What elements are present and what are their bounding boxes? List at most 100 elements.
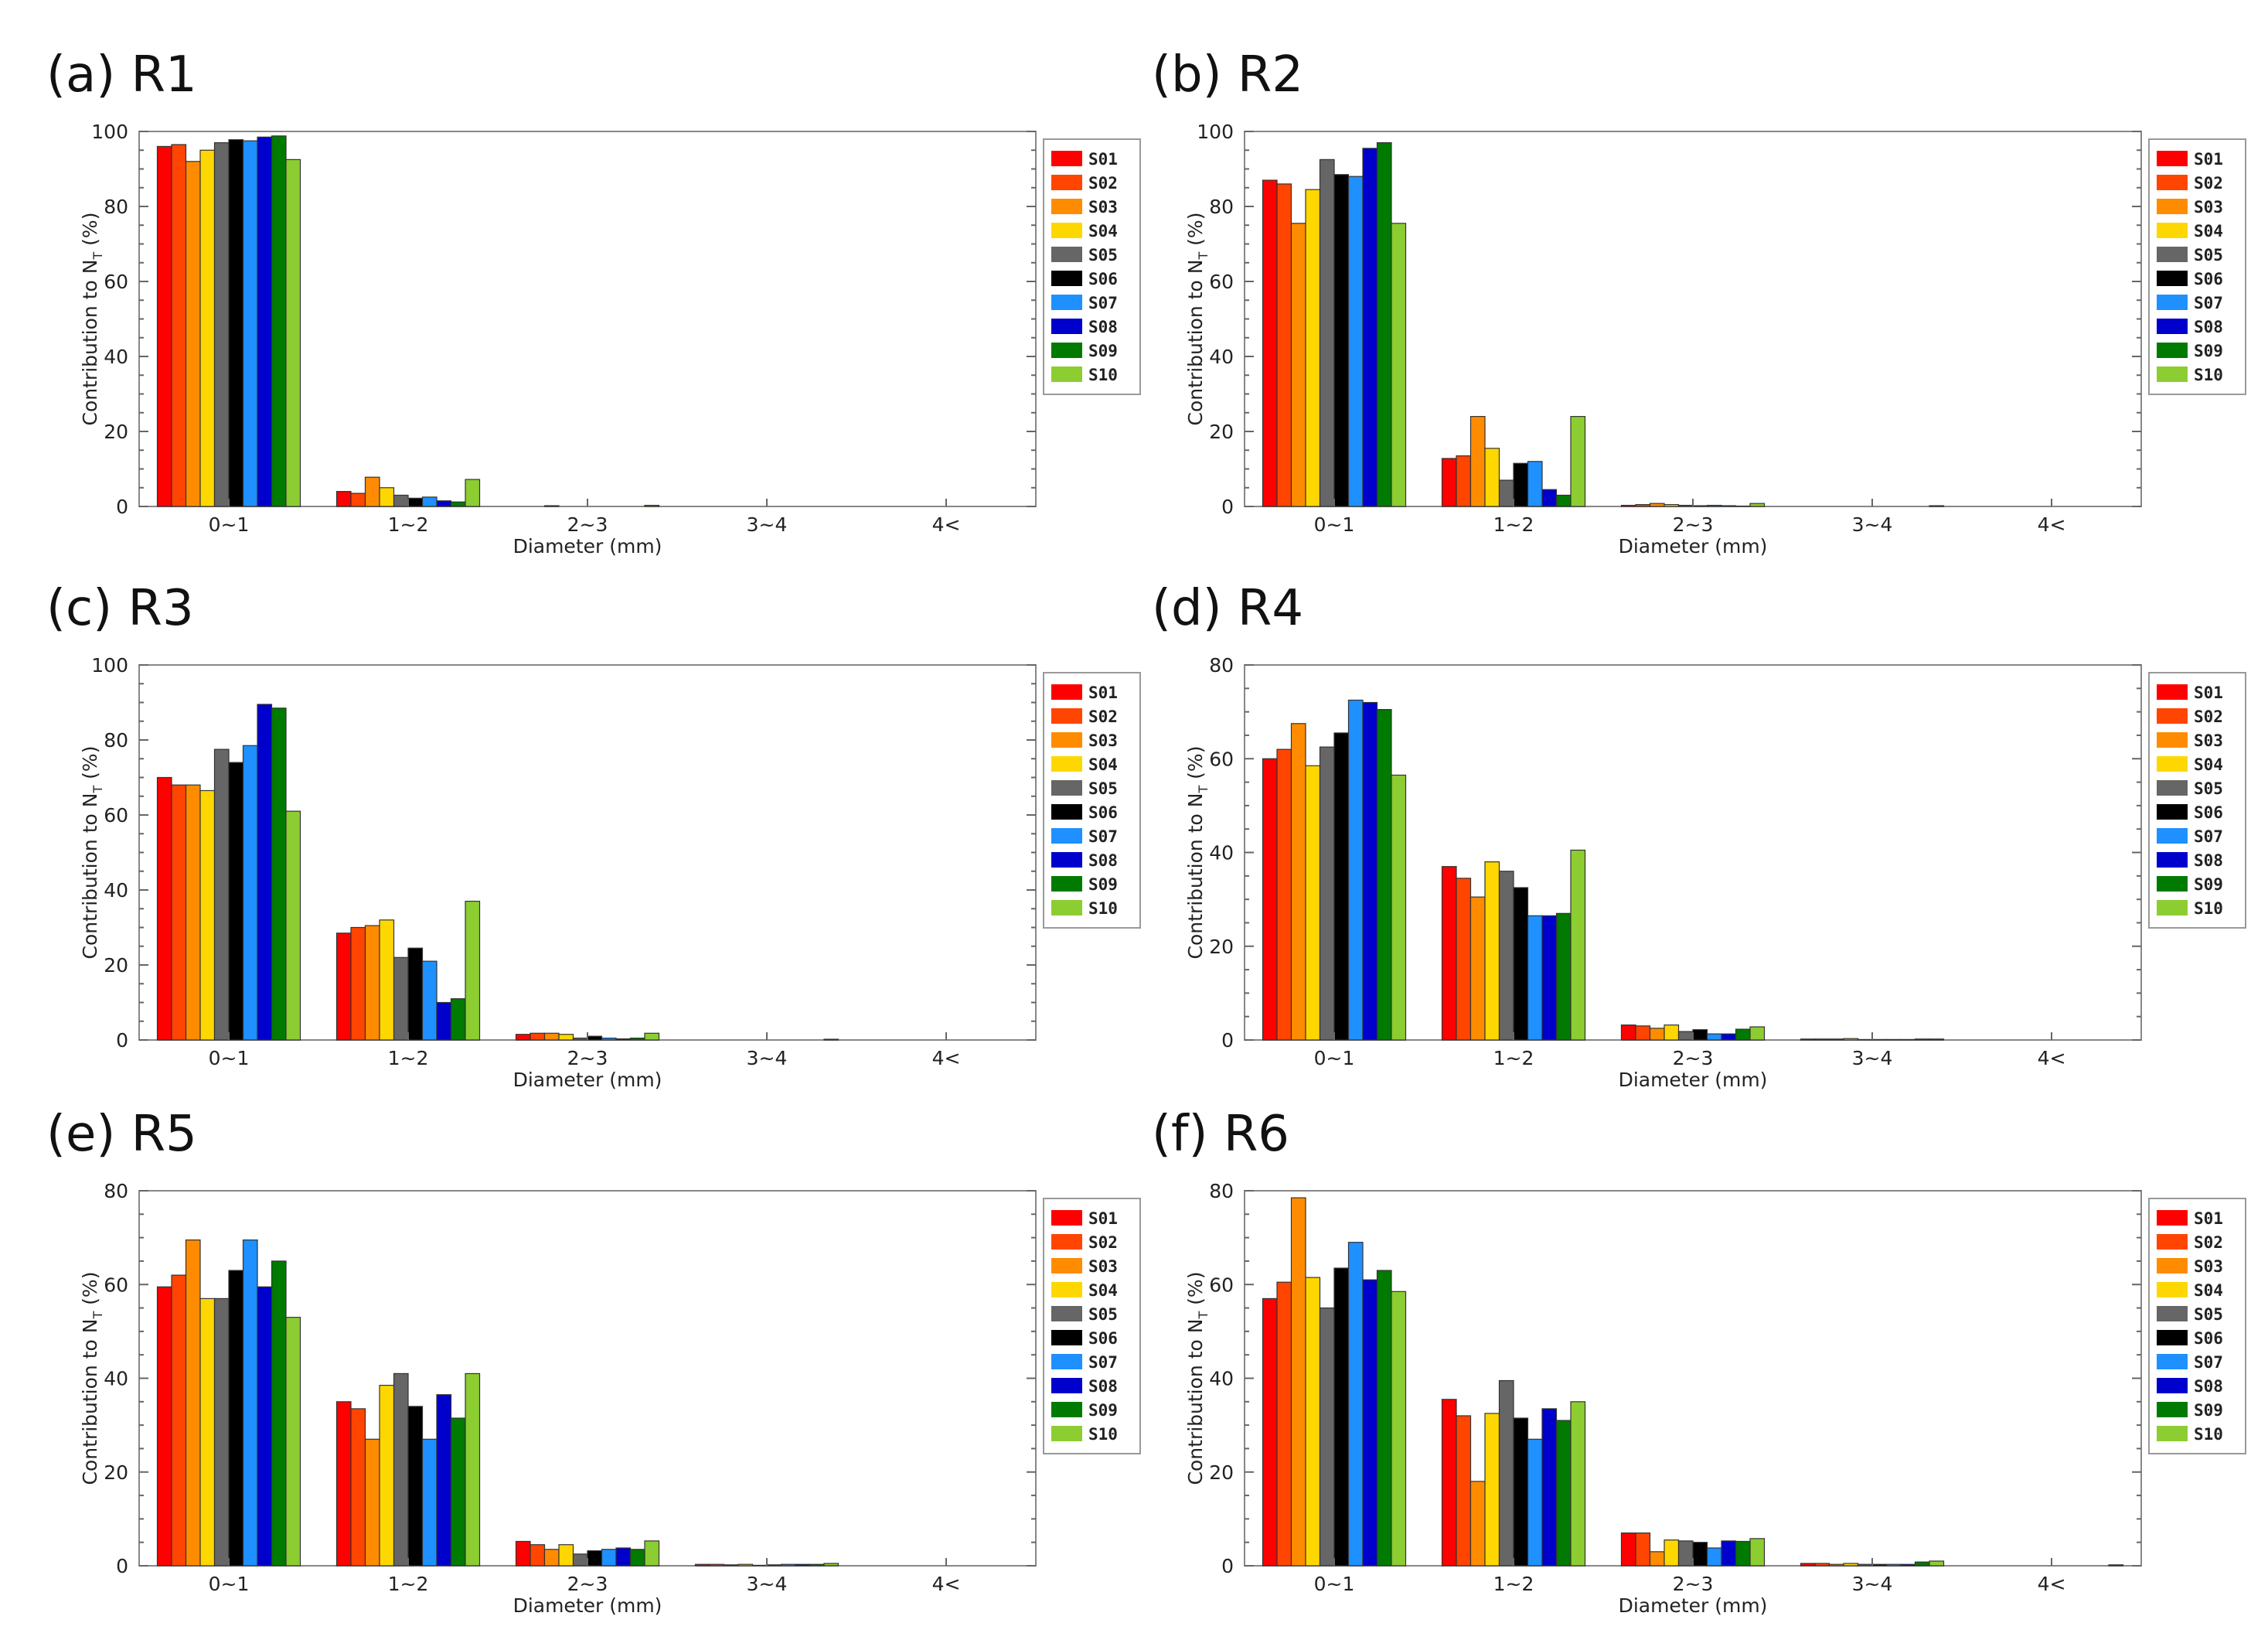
legend-label: S08 xyxy=(2194,851,2223,870)
bar xyxy=(1376,141,1392,507)
bar xyxy=(543,1549,560,1567)
legend-label: S02 xyxy=(2194,174,2223,193)
y-tick-label: 80 xyxy=(104,1180,128,1202)
bar xyxy=(1305,189,1321,507)
bar xyxy=(1871,1038,1888,1041)
x-tick-label: 4< xyxy=(2038,1047,2066,1069)
bar xyxy=(823,1563,839,1567)
bar xyxy=(1749,1026,1766,1041)
bar xyxy=(1570,849,1586,1041)
bar xyxy=(1469,1481,1486,1567)
bar xyxy=(1513,1417,1529,1567)
legend-swatch xyxy=(1051,732,1082,748)
bar xyxy=(737,1563,754,1567)
bar xyxy=(1376,1270,1392,1567)
legend-swatch xyxy=(2157,732,2188,748)
y-tick-label: 100 xyxy=(1197,121,1234,143)
bar xyxy=(156,1286,172,1567)
bar xyxy=(1513,887,1529,1041)
y-axis-label: Contribution to NT (%) xyxy=(1184,213,1211,426)
legend-label: S04 xyxy=(2194,755,2223,774)
panel-title: (a) R1 xyxy=(46,46,197,104)
bar-chart: 0 20 40 60 80 100 Contribution to NT (%) 0~1 1~2… xyxy=(79,654,1141,1091)
bar xyxy=(1721,1033,1737,1041)
legend-label: S01 xyxy=(1088,1209,1118,1228)
bar xyxy=(379,487,395,507)
bar xyxy=(285,1317,301,1567)
bar xyxy=(1857,1038,1873,1041)
legend-label: S02 xyxy=(1088,707,1118,726)
x-axis-label: Diameter (mm) xyxy=(1619,535,1768,557)
legend-label: S09 xyxy=(1088,342,1118,360)
bar xyxy=(1498,871,1514,1041)
bar xyxy=(1828,1563,1844,1567)
legend-swatch xyxy=(2157,343,2188,358)
bar xyxy=(1347,1242,1364,1567)
legend-swatch xyxy=(1051,1330,1082,1345)
x-tick-label: 2~3 xyxy=(567,513,608,536)
legend-swatch xyxy=(2157,319,2188,334)
bar xyxy=(1262,179,1278,507)
y-tick-label: 20 xyxy=(104,1461,128,1484)
bar xyxy=(364,1438,380,1567)
legend-swatch xyxy=(1051,1306,1082,1321)
legend-label: S05 xyxy=(2194,246,2223,264)
legend-label: S03 xyxy=(1088,1257,1118,1276)
bar xyxy=(1333,174,1350,507)
bar xyxy=(1814,1038,1830,1041)
bar xyxy=(228,139,244,507)
bar xyxy=(1362,1279,1378,1567)
y-tick-label: 40 xyxy=(104,346,128,368)
bar xyxy=(1541,489,1558,507)
bar xyxy=(1333,1267,1350,1567)
bar xyxy=(450,1417,466,1567)
y-tick-label: 40 xyxy=(104,1368,128,1390)
x-tick-label: 4< xyxy=(932,1573,961,1595)
legend-swatch xyxy=(1051,151,1082,166)
legend-label: S09 xyxy=(2194,1401,2223,1420)
legend-label: S01 xyxy=(1088,150,1118,169)
bar xyxy=(1513,462,1529,507)
legend-swatch xyxy=(1051,1234,1082,1250)
y-axis-label: Contribution to NT (%) xyxy=(1184,1272,1211,1485)
bar xyxy=(350,493,366,507)
bar xyxy=(629,1549,645,1567)
y-axis-label: Contribution to NT (%) xyxy=(79,746,105,960)
legend-swatch xyxy=(2157,756,2188,772)
bar xyxy=(171,784,187,1041)
legend-swatch xyxy=(1051,1402,1082,1417)
bar xyxy=(335,490,352,507)
bar xyxy=(587,1035,603,1041)
x-tick-label: 3~4 xyxy=(1852,1573,1893,1595)
legend-swatch xyxy=(2157,1306,2188,1321)
x-tick-label: 1~2 xyxy=(1493,1573,1534,1595)
legend-swatch xyxy=(2157,295,2188,310)
bar xyxy=(1527,461,1543,507)
bar xyxy=(751,1564,768,1567)
legend-swatch xyxy=(2157,199,2188,214)
x-tick-label: 4< xyxy=(932,513,961,536)
bar xyxy=(1570,1401,1586,1567)
bar xyxy=(572,1553,588,1567)
legend-swatch xyxy=(2157,1330,2188,1345)
bar xyxy=(1391,1291,1407,1567)
x-tick-label: 2~3 xyxy=(1673,1573,1714,1595)
bar xyxy=(242,1239,258,1567)
legend-label: S06 xyxy=(2194,1329,2223,1348)
x-tick-label: 2~3 xyxy=(567,1573,608,1595)
y-tick-label: 40 xyxy=(1209,842,1234,864)
legend-label: S03 xyxy=(2194,198,2223,217)
legend-label: S06 xyxy=(1088,1329,1118,1348)
panel-b: (b) R2 0 20 40 60 80 100 Contribution to NT (%… xyxy=(1152,46,2268,580)
bar xyxy=(213,141,230,507)
bar xyxy=(228,1270,244,1567)
bar xyxy=(1649,503,1665,507)
bar xyxy=(615,1547,632,1567)
bar xyxy=(644,1540,660,1567)
legend-label: S10 xyxy=(1088,899,1118,918)
bar xyxy=(1498,479,1514,507)
legend-label: S08 xyxy=(1088,851,1118,870)
legend-swatch xyxy=(1051,343,1082,358)
bar xyxy=(1871,1563,1888,1567)
bar xyxy=(242,745,258,1041)
